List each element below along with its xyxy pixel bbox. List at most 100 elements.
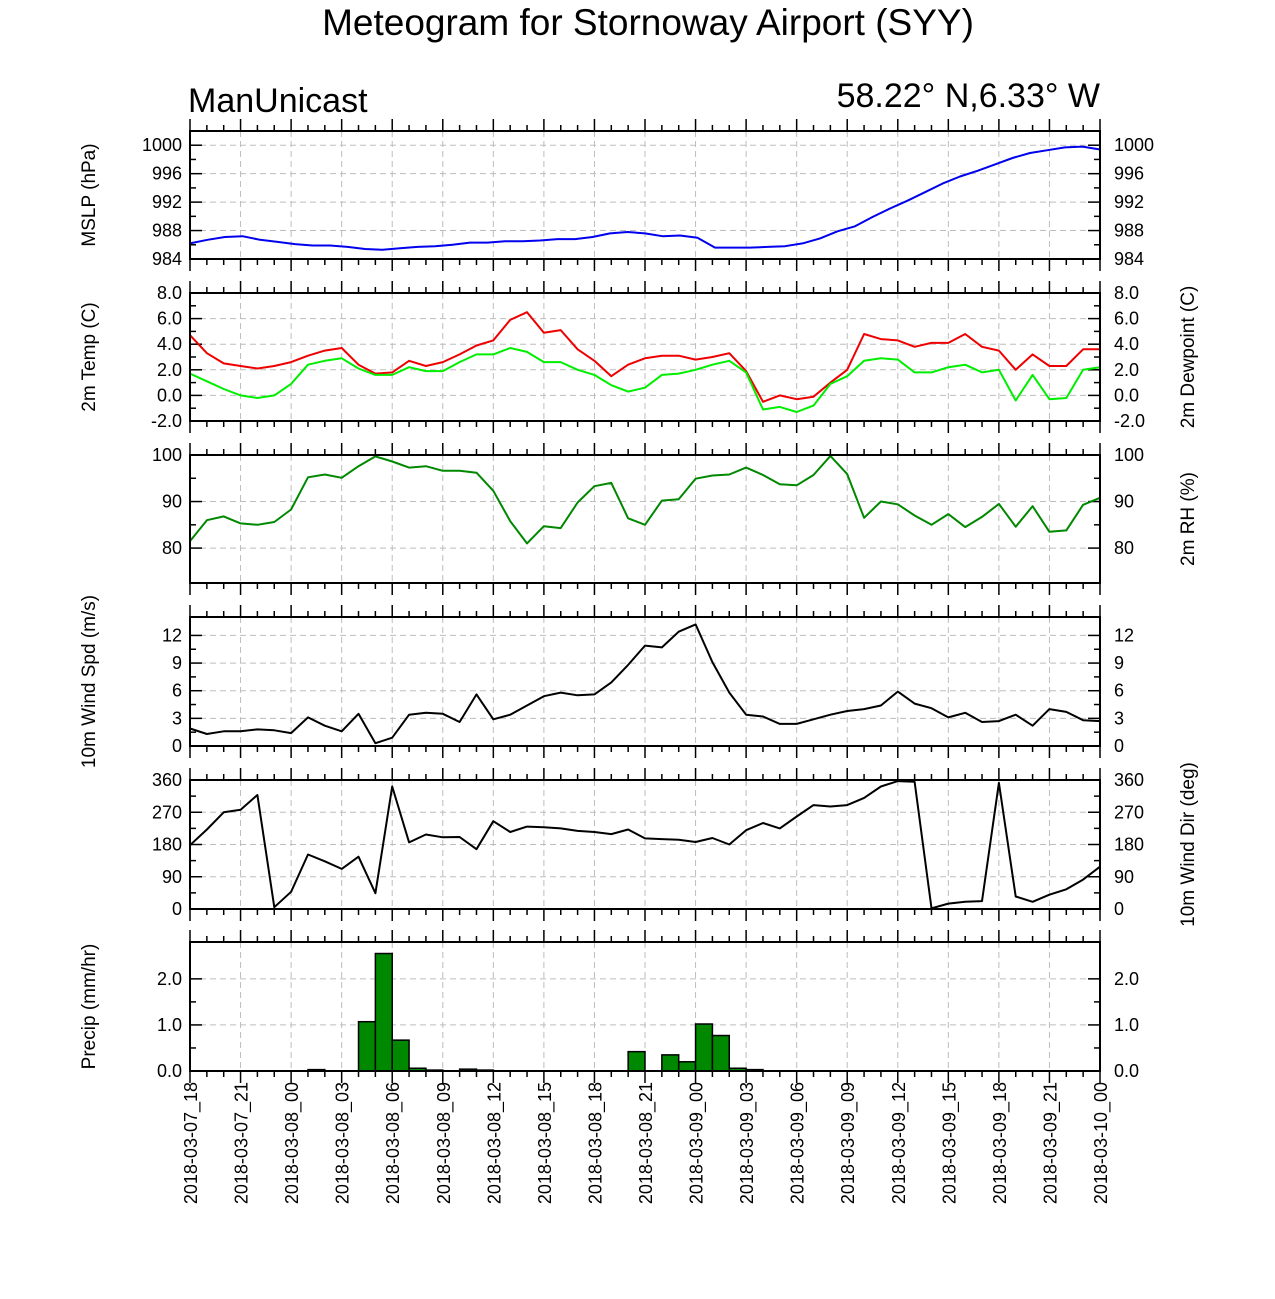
y-axis-label-right: 10m Wind Dir (deg): [1178, 762, 1199, 927]
y-tick-label-right: 984: [1114, 249, 1144, 269]
y-axis-label-left: 2m Temp (C): [79, 302, 100, 411]
y-tick-label-right: 90: [1114, 492, 1134, 512]
y-tick-label-right: 0.0: [1114, 1061, 1139, 1081]
y-tick-label-right: 988: [1114, 221, 1144, 241]
x-tick-label: 2018-03-09_00: [687, 1082, 708, 1204]
precip-bar: [694, 1023, 714, 1072]
panel-wspd: 0 0 3 3 6 6 9 9 12 12 10m Wind Spd (m/s): [79, 595, 1134, 768]
y-tick-label-right: 6.0: [1114, 309, 1139, 329]
y-tick-label-right: 996: [1114, 164, 1144, 184]
panel-frame: [189, 941, 1101, 1072]
y-tick-label-left: 0: [172, 899, 182, 919]
x-tick-label: 2018-03-07_21: [232, 1082, 253, 1204]
precip-bar: [627, 1050, 646, 1072]
panel-frame: [189, 292, 1101, 422]
y-tick-label-left: 1000: [142, 135, 182, 155]
precip-bar: [374, 952, 393, 1072]
x-tick-label: 2018-03-09_03: [737, 1082, 758, 1204]
y-tick-label-left: 1.0: [157, 1015, 182, 1035]
y-tick-label-left: -2.0: [151, 411, 182, 431]
y-tick-label-right: 8.0: [1114, 283, 1139, 303]
x-tick-label: 2018-03-08_18: [585, 1082, 606, 1204]
panel-frame: [189, 779, 1101, 910]
chart-title: Meteogram for Stornoway Airport (SYY): [322, 2, 974, 43]
y-tick-label-right: 12: [1114, 625, 1134, 645]
precip-bar: [711, 1034, 731, 1072]
x-tick-label: 2018-03-08_12: [484, 1082, 505, 1204]
precip-bar: [677, 1061, 697, 1072]
x-tick-label: 2018-03-10_00: [1091, 1082, 1112, 1204]
y-tick-label-left: 0: [172, 736, 182, 756]
y-tick-label-right: 2.0: [1114, 969, 1139, 989]
precip-bar: [357, 1020, 377, 1072]
x-tick-label: 2018-03-08_06: [383, 1082, 404, 1204]
y-tick-label-left: 270: [152, 802, 182, 822]
y-tick-label-left: 984: [152, 249, 182, 269]
y-tick-label-left: 996: [152, 164, 182, 184]
y-tick-label-left: 12: [162, 625, 182, 645]
panel-wdir: 0 0 90 90 180 180 270 270 360 360 10m Wind Dir (de…: [152, 762, 1199, 927]
y-axis-label-left: Precip (mm/hr): [79, 944, 100, 1070]
y-tick-label-left: 360: [152, 770, 182, 790]
y-tick-label-right: 360: [1114, 770, 1144, 790]
y-axis-label-right: 2m Dewpoint (C): [1178, 286, 1199, 429]
temp-series-line-0: [189, 311, 1100, 403]
x-tick-label: 2018-03-08_09: [434, 1082, 455, 1204]
y-tick-label-right: 4.0: [1114, 334, 1139, 354]
y-axis-label-left: MSLP (hPa): [79, 143, 100, 246]
y-tick-label-left: 2.0: [157, 969, 182, 989]
y-tick-label-right: 2.0: [1114, 360, 1139, 380]
y-tick-label-left: 0.0: [157, 1061, 182, 1081]
y-tick-label-left: 6: [172, 681, 182, 701]
y-tick-label-right: 3: [1114, 708, 1124, 728]
temp-series-line-1: [189, 347, 1101, 413]
panel-mslp: 984 984 988 988 992 992 996 996 1000 1000 MSLP (hP…: [79, 119, 1154, 271]
y-tick-label-right: 0: [1114, 736, 1124, 756]
y-tick-label-left: 180: [152, 835, 182, 855]
y-tick-label-right: 1.0: [1114, 1015, 1139, 1035]
y-tick-label-right: 80: [1114, 538, 1134, 558]
y-tick-label-left: 6.0: [157, 309, 182, 329]
y-axis-label-right: 2m RH (%): [1178, 472, 1199, 566]
y-tick-label-left: 90: [162, 867, 182, 887]
y-tick-label-right: 1000: [1114, 135, 1154, 155]
y-axis-label-left: 10m Wind Spd (m/s): [79, 595, 100, 768]
x-axis: 2018-03-07_18 2018-03-07_21 2018-03-08_00 2…: [181, 1082, 1112, 1204]
y-tick-label-left: 90: [162, 492, 182, 512]
x-tick-label: 2018-03-09_06: [788, 1082, 809, 1204]
x-tick-label: 2018-03-08_03: [333, 1082, 354, 1204]
y-tick-label-left: 992: [152, 192, 182, 212]
panel-rh: 80 80 90 90 100 100 2m RH (%): [152, 443, 1199, 595]
model-name-label: ManUnicast: [188, 82, 368, 120]
y-tick-label-left: 8.0: [157, 283, 182, 303]
y-tick-label-right: 100: [1114, 445, 1144, 465]
wdir-series-line-0: [189, 780, 1101, 910]
wspd-series-line-0: [189, 623, 1101, 745]
x-tick-label: 2018-03-08_15: [535, 1082, 556, 1204]
x-tick-label: 2018-03-09_18: [990, 1082, 1011, 1204]
y-tick-label-right: -2.0: [1114, 411, 1145, 431]
x-tick-label: 2018-03-09_09: [838, 1082, 859, 1204]
x-tick-label: 2018-03-09_15: [939, 1082, 960, 1204]
y-tick-label-right: 180: [1114, 835, 1144, 855]
y-tick-label-right: 9: [1114, 653, 1124, 673]
panel-temp: -2.0 -2.0 0.0 0.0 2.0 2.0 4.0 4.0 6.0 6.0 8.0 8.0 2m…: [79, 281, 1199, 433]
rh-series-line-0: [189, 454, 1101, 545]
y-tick-label-right: 270: [1114, 802, 1144, 822]
precip-bar: [661, 1054, 680, 1072]
y-tick-label-left: 988: [152, 221, 182, 241]
x-tick-label: 2018-03-09_21: [1040, 1082, 1061, 1204]
y-tick-label-right: 0: [1114, 899, 1124, 919]
precip-bar: [391, 1039, 410, 1072]
y-tick-label-left: 4.0: [157, 334, 182, 354]
y-tick-label-right: 6: [1114, 681, 1124, 701]
panel-precip: 0.0 0.0 1.0 1.0 2.0 2.0 Precip (mm/hr): [79, 930, 1139, 1083]
y-tick-label-left: 3: [172, 708, 182, 728]
y-tick-label-right: 992: [1114, 192, 1144, 212]
mslp-series-line-0: [189, 145, 1101, 251]
y-tick-label-right: 0.0: [1114, 385, 1139, 405]
y-tick-label-left: 2.0: [157, 360, 182, 380]
x-tick-label: 2018-03-08_00: [282, 1082, 303, 1204]
y-tick-label-left: 9: [172, 653, 182, 673]
